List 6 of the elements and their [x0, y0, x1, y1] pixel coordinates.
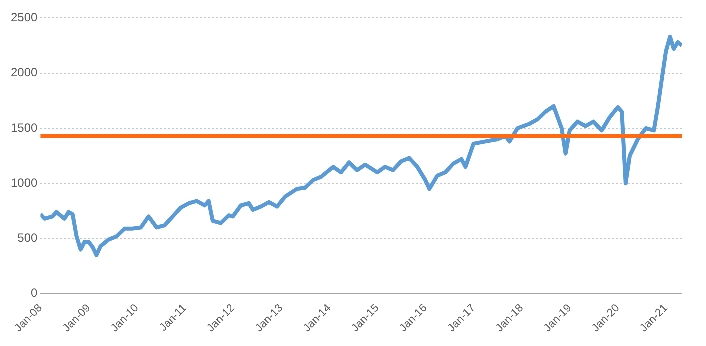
y-tick-label: 2500 [10, 10, 38, 25]
y-tick-label: 0 [31, 286, 38, 300]
y-tick-label: 2000 [10, 66, 38, 80]
y-tick-label: 1500 [10, 120, 38, 135]
y-tick-label: 1000 [10, 176, 38, 190]
y-tick-label: 500 [18, 231, 38, 246]
